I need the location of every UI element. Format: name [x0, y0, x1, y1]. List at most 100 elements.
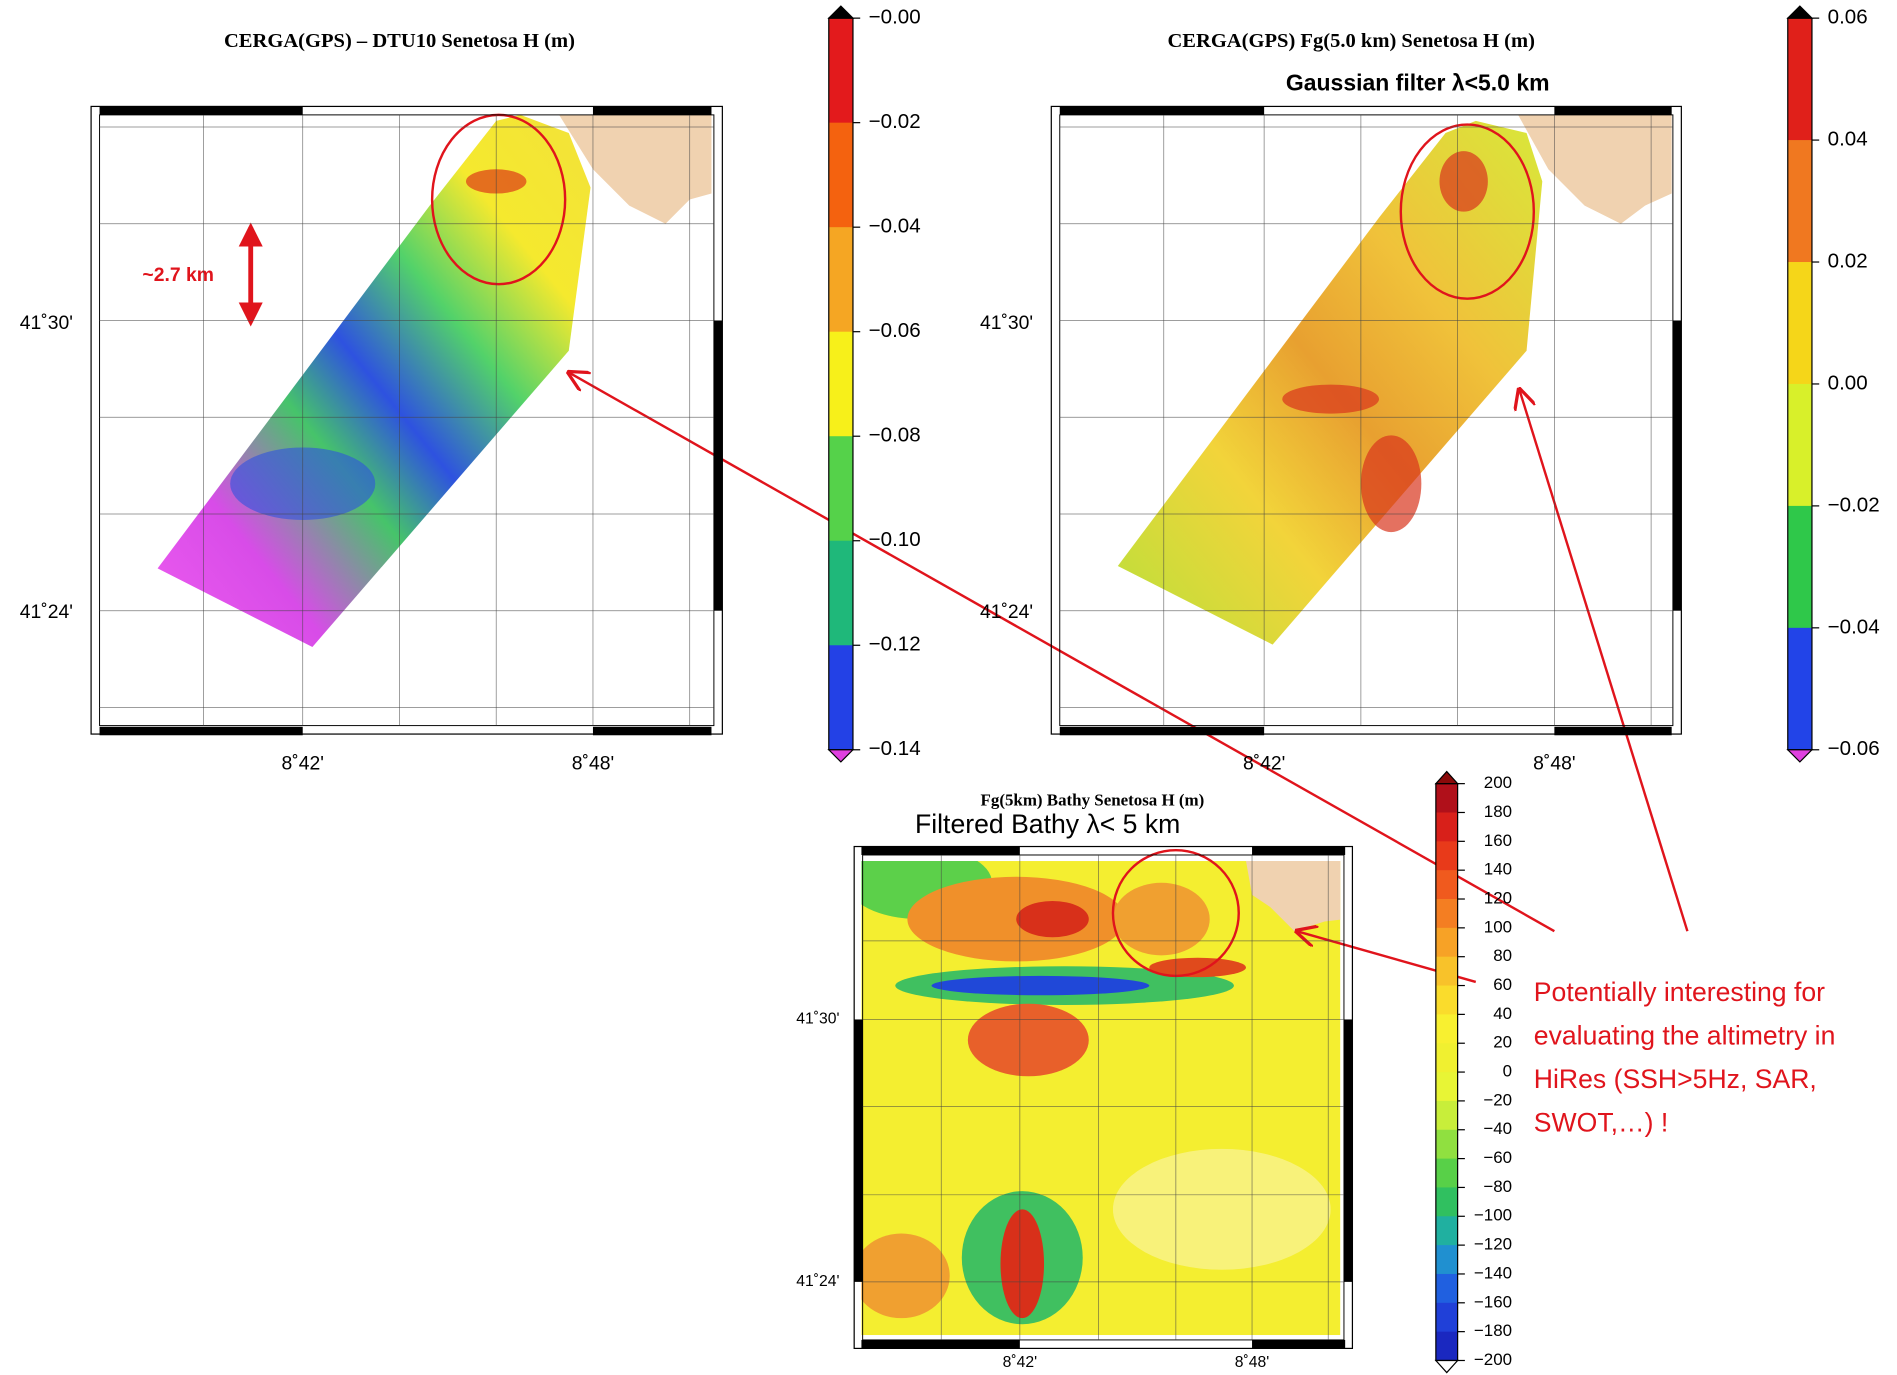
- colorbar-label: −0.04: [869, 215, 921, 238]
- colorbar-segment: [1436, 1187, 1458, 1216]
- frame-bar: [1554, 106, 1671, 114]
- frame-bar: [1252, 1340, 1345, 1348]
- page: ~2.7 km Potentially interesting forevalu…: [0, 0, 1897, 1375]
- colorbar-segment: [1436, 1159, 1458, 1188]
- colorbar-segment: [1436, 812, 1458, 841]
- map-subtitle: Filtered Bathy λ< 5 km: [915, 809, 1180, 839]
- colorbar-label: −120: [1474, 1235, 1512, 1254]
- frame-bar: [714, 320, 722, 610]
- lat-label: 41˚24': [20, 601, 73, 623]
- colorbar-segment: [829, 332, 853, 437]
- colorbar-label: 140: [1484, 860, 1512, 879]
- colorbar-arrow: [829, 750, 853, 762]
- colorbar-label: 0.02: [1828, 249, 1868, 272]
- anomaly: [968, 1004, 1089, 1077]
- colorbar-segment: [1436, 1072, 1458, 1101]
- colorbar-segment: [1436, 784, 1458, 813]
- colorbar-arrow: [1788, 6, 1812, 18]
- colorbar-label: −40: [1483, 1119, 1512, 1138]
- colorbar-label: −180: [1474, 1321, 1512, 1340]
- colorbar-label: −0.06: [869, 319, 921, 342]
- colorbar-arrow: [1436, 772, 1458, 784]
- map-title: Fg(5km) Bathy Senetosa H (m): [981, 791, 1205, 810]
- colorbar-segment: [1788, 262, 1812, 385]
- frame-bar: [100, 727, 303, 735]
- colorbar-label: 0.04: [1828, 128, 1868, 151]
- colorbar-label: 60: [1493, 975, 1512, 994]
- colorbar-label: −140: [1474, 1263, 1512, 1282]
- lat-label: 41˚24': [980, 601, 1033, 623]
- colorbar-label: 200: [1484, 773, 1512, 792]
- lon-label: 8˚42': [1243, 752, 1285, 774]
- map-title: CERGA(GPS) Fg(5.0 km) Senetosa H (m): [1167, 30, 1535, 52]
- colorbar-label: −20: [1483, 1090, 1512, 1109]
- colorbar-label: 40: [1493, 1004, 1512, 1023]
- colorbar-label: 20: [1493, 1033, 1512, 1052]
- colorbar-label: −0.06: [1828, 737, 1880, 760]
- colorbar-segment: [1436, 986, 1458, 1015]
- frame-bar: [854, 1019, 862, 1281]
- colorbar-label: 0: [1503, 1062, 1512, 1081]
- colorbar-segment: [1788, 384, 1812, 507]
- map-title: CERGA(GPS) – DTU10 Senetosa H (m): [224, 30, 575, 52]
- colorbar-label: −160: [1474, 1292, 1512, 1311]
- colorbar-segment: [1436, 1245, 1458, 1274]
- lon-label: 8˚48': [1235, 1354, 1269, 1371]
- frame-bar: [593, 727, 712, 735]
- map-subtitle: Gaussian filter λ<5.0 km: [1286, 70, 1550, 96]
- colorbar-label: 180: [1484, 802, 1512, 821]
- lon-label: 8˚42': [1003, 1354, 1037, 1371]
- colorbar-segment: [1436, 1101, 1458, 1130]
- frame-bar: [1060, 106, 1264, 114]
- colorbar-label: −60: [1483, 1148, 1512, 1167]
- frame-bar: [1673, 320, 1681, 610]
- colorbar-label: 160: [1484, 831, 1512, 850]
- colorbar-segment: [829, 18, 853, 123]
- frame-bar: [861, 1340, 1019, 1348]
- colorbar-segment: [1436, 841, 1458, 870]
- colorbar-segment: [1436, 1303, 1458, 1332]
- frame-bar: [1252, 847, 1345, 855]
- colorbar-segment: [829, 436, 853, 541]
- anomaly: [1113, 1149, 1331, 1270]
- bathy: [847, 847, 1345, 1336]
- arrow: [1519, 389, 1687, 931]
- scale-label: ~2.7 km: [142, 264, 213, 286]
- colorbar-label: 0.06: [1828, 6, 1868, 29]
- colorbar-label: −80: [1483, 1177, 1512, 1196]
- colorbar-segment: [1436, 957, 1458, 986]
- frame-bar: [861, 847, 1019, 855]
- colorbar-label: −0.00: [869, 6, 921, 29]
- frame-bar: [1060, 727, 1264, 735]
- callout-line: SWOT,…) !: [1534, 1108, 1668, 1138]
- colorbar-segment: [1436, 1130, 1458, 1159]
- colorbar-segment: [829, 645, 853, 750]
- callout: Potentially interesting forevaluating th…: [1534, 977, 1836, 1138]
- colorbar-label: −0.02: [1828, 493, 1880, 516]
- colorbar-segment: [1436, 1043, 1458, 1072]
- frame-bar: [1344, 1019, 1352, 1281]
- lat-label: 41˚30': [980, 312, 1033, 334]
- colorbar-segment: [829, 541, 853, 646]
- colorbar-segment: [1788, 18, 1812, 141]
- colorbar-label: −100: [1474, 1206, 1512, 1225]
- colorbar: 200180160140120100806040200−20−40−60−80−…: [1436, 772, 1512, 1373]
- lat-label: 41˚30': [20, 312, 73, 334]
- colorbar-label: 120: [1484, 888, 1512, 907]
- colorbar-label: −0.14: [869, 737, 921, 760]
- callout-line: HiRes (SSH>5Hz, SAR,: [1534, 1064, 1817, 1094]
- colorbar-segment: [1436, 870, 1458, 899]
- colorbar-label: −0.12: [869, 633, 921, 656]
- colorbar-segment: [1436, 1216, 1458, 1245]
- lon-label: 8˚42': [282, 752, 324, 774]
- callout-line: evaluating the altimetry in: [1534, 1021, 1836, 1051]
- colorbar-segment: [1436, 1332, 1458, 1361]
- swath: [158, 115, 591, 647]
- colorbar-label: 100: [1484, 917, 1512, 936]
- colorbar-arrow: [1436, 1360, 1458, 1372]
- anomaly: [1016, 901, 1089, 937]
- colorbar-segment: [1436, 1274, 1458, 1303]
- colorbar-segment: [1436, 899, 1458, 928]
- lat-label: 41˚30': [796, 1011, 839, 1028]
- colorbar: −0.00−0.02−0.04−0.06−0.08−0.10−0.12−0.14: [829, 6, 921, 762]
